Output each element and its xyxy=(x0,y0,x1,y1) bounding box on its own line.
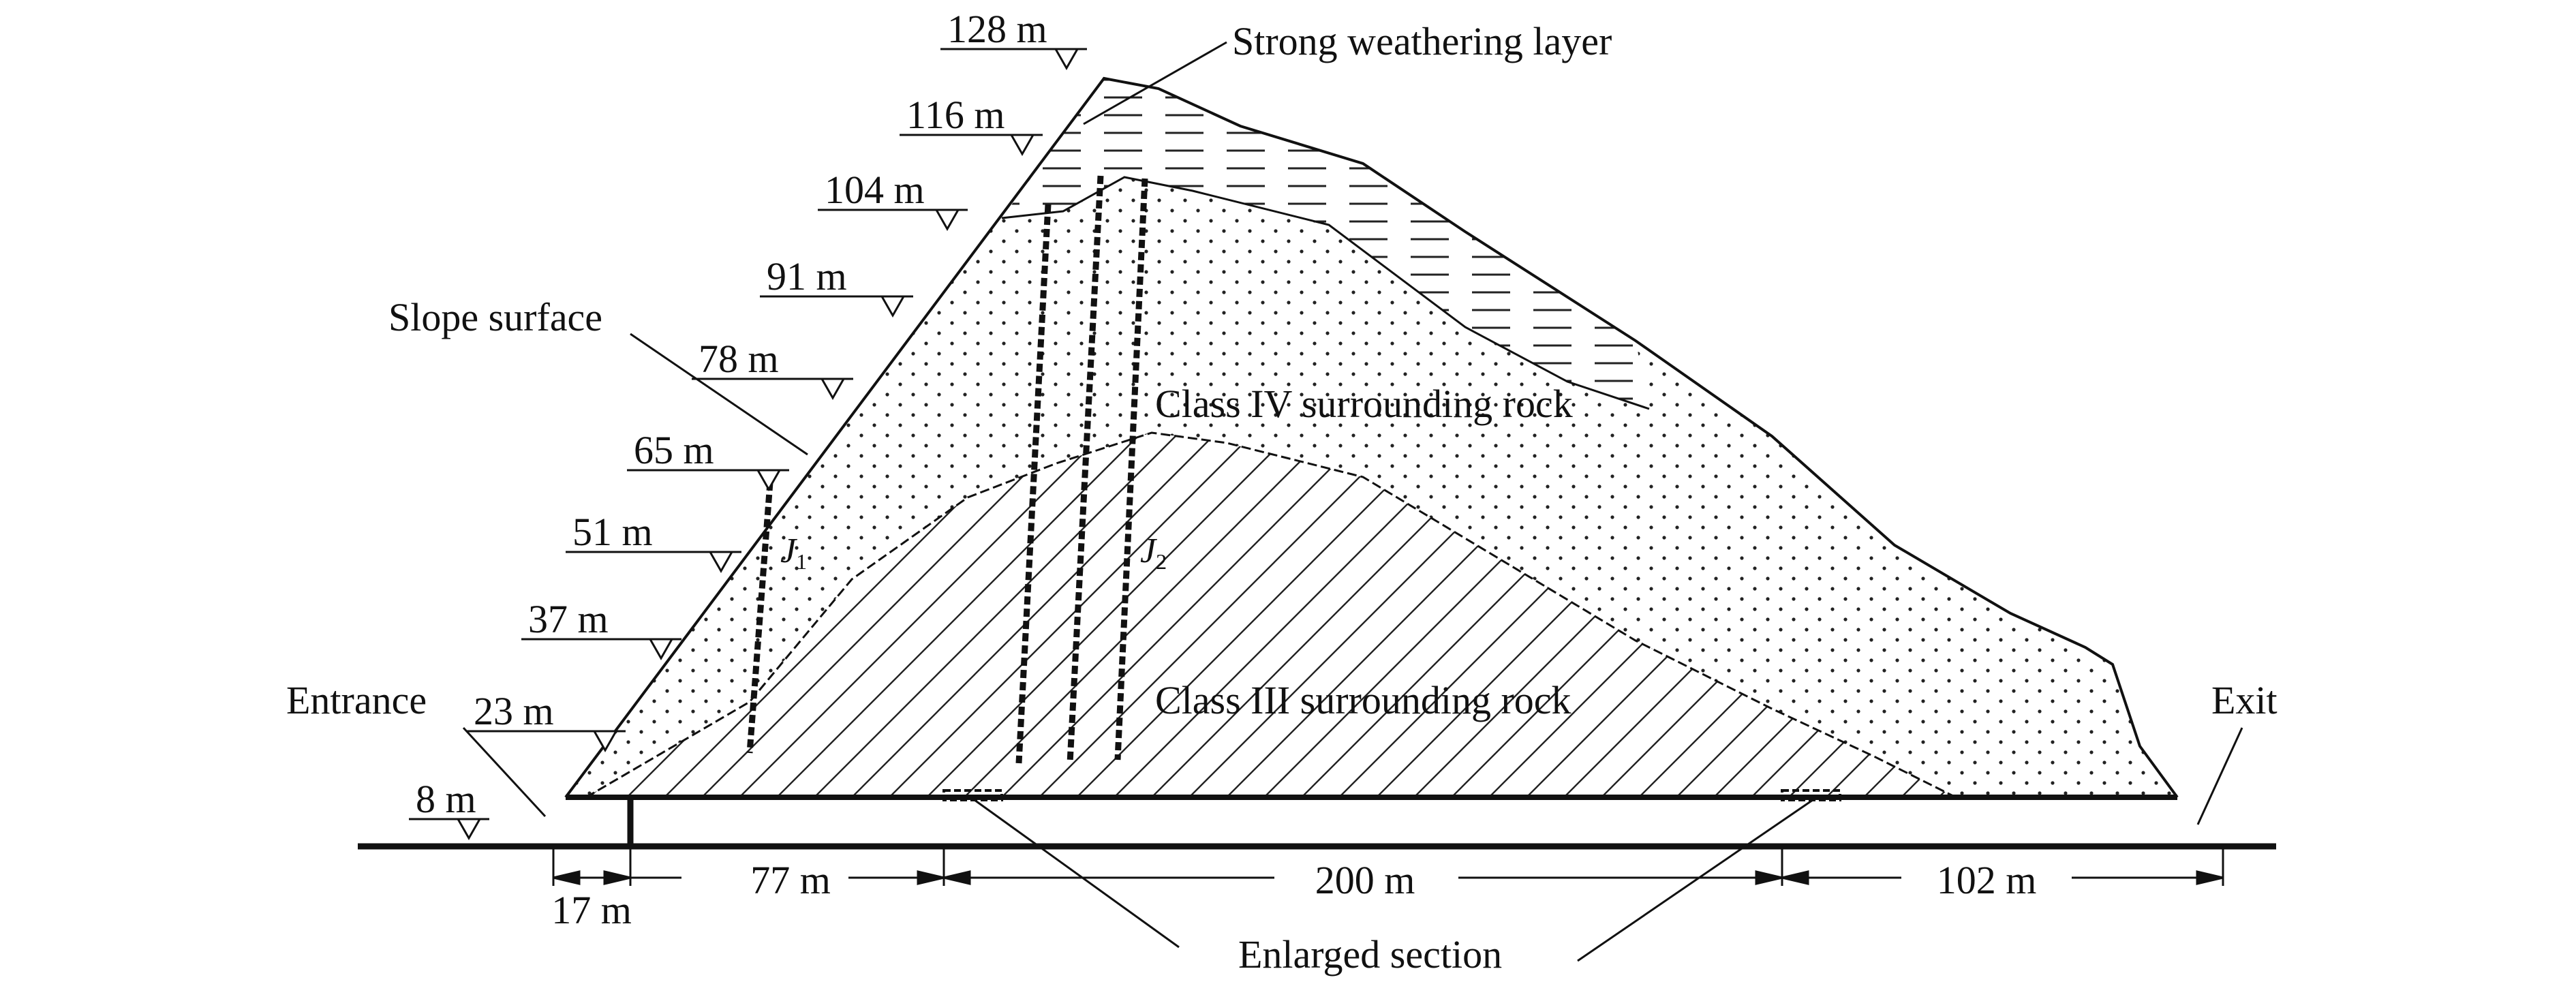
label-entrance: Entrance xyxy=(286,678,427,722)
elevation-triangle-icon xyxy=(648,638,674,661)
joint-j1-sub: 1 xyxy=(796,549,807,574)
joint-j1-label: J1 xyxy=(780,532,807,574)
joint-j2-line-3 xyxy=(1114,178,1148,760)
elevation-triangle-icon xyxy=(1054,48,1079,71)
leader-enlarged-1 xyxy=(974,799,1180,949)
tunnel xyxy=(358,789,2276,850)
dim-label-17: 17 m xyxy=(551,888,632,932)
joint-j2-label: J2 xyxy=(1140,532,1167,574)
elevation-marker: 91 m xyxy=(760,254,913,318)
dim-arrow xyxy=(553,870,581,885)
leader-entrance xyxy=(462,726,547,818)
dim-arrow xyxy=(2196,870,2224,885)
elevation-triangle-icon xyxy=(456,818,482,841)
elevation-triangle-icon xyxy=(934,209,960,232)
elevation-label: 104 m xyxy=(825,168,925,212)
elevation-triangle-icon xyxy=(756,469,782,492)
elevation-label: 23 m xyxy=(474,689,554,733)
label-class-iii: Class III surrounding rock xyxy=(1155,678,1571,722)
joint-j2-line-1 xyxy=(1015,204,1052,764)
leader-lines xyxy=(462,41,2243,962)
elevation-marker: 78 m xyxy=(692,337,853,401)
elevation-marker: 37 m xyxy=(521,597,681,661)
labels: Strong weathering layer Slope surface Cl… xyxy=(286,19,2278,977)
leader-strong-weathering xyxy=(1083,41,1227,125)
elevation-marker: 128 m xyxy=(940,7,1087,71)
elevation-label: 8 m xyxy=(416,777,476,821)
label-strong-weathering: Strong weathering layer xyxy=(1232,19,1612,63)
leader-enlarged-2 xyxy=(1577,799,1813,962)
elevation-marker: 65 m xyxy=(627,428,789,492)
joints xyxy=(746,175,1148,764)
elevation-markers: 128 m 116 m 104 m 91 m 78 m 65 m 51 m 37 m 23 m 8… xyxy=(409,7,1087,841)
elevation-label: 37 m xyxy=(528,597,609,641)
elevation-label: 78 m xyxy=(699,337,779,381)
enlarged-section-box-1 xyxy=(942,789,1003,801)
elevation-triangle-icon xyxy=(708,551,734,574)
elevation-triangle-icon xyxy=(880,295,906,318)
elevation-triangle-icon xyxy=(820,378,846,401)
elevation-label: 116 m xyxy=(906,93,1005,137)
elevation-triangle-icon xyxy=(1009,134,1035,157)
dim-arrow xyxy=(943,870,971,885)
label-exit: Exit xyxy=(2211,678,2278,722)
elevation-label: 65 m xyxy=(634,428,714,472)
elevation-label: 51 m xyxy=(572,510,653,554)
elevation-label: 91 m xyxy=(767,254,847,298)
joint-j2-letter: J xyxy=(1140,532,1158,570)
elevation-label: 128 m xyxy=(947,7,1047,51)
dim-label-77: 77 m xyxy=(750,858,831,902)
elevation-marker: 116 m xyxy=(900,93,1043,157)
elevation-marker: 8 m xyxy=(409,777,489,841)
elevation-marker: 104 m xyxy=(818,168,968,232)
dim-arrow xyxy=(917,870,945,885)
dim-arrow xyxy=(1755,870,1783,885)
joint-j1-line xyxy=(746,482,773,754)
dim-arrow xyxy=(603,870,631,885)
joint-j1-letter: J xyxy=(780,532,798,570)
label-enlarged-section: Enlarged section xyxy=(1238,932,1502,977)
elevation-marker: 23 m xyxy=(467,689,626,753)
dim-label-102: 102 m xyxy=(1937,858,2037,902)
dim-arrow xyxy=(1781,870,1809,885)
class-iii-boundary xyxy=(585,431,1957,799)
label-class-iv: Class IV surrounding rock xyxy=(1155,382,1573,426)
slope-surface-line xyxy=(564,76,2179,799)
leader-slope-surface xyxy=(630,333,808,456)
joint-j2-sub: 2 xyxy=(1156,549,1167,574)
elevation-marker: 51 m xyxy=(566,510,741,574)
leader-exit xyxy=(2196,727,2243,825)
label-slope-surface: Slope surface xyxy=(388,295,602,339)
weathering-boundary xyxy=(1001,176,1650,410)
elevation-triangle-icon xyxy=(592,730,618,753)
dimension-line xyxy=(552,846,2224,886)
dim-label-200: 200 m xyxy=(1315,858,1415,902)
outlines xyxy=(564,76,2179,799)
